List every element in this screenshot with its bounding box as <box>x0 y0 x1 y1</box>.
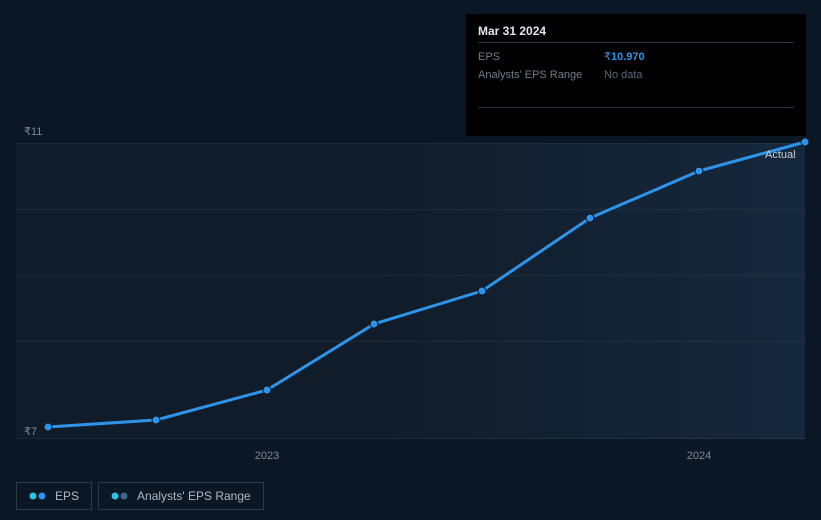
legend-label: EPS <box>55 489 79 503</box>
tooltip-value-eps: ₹10.970 <box>604 49 645 65</box>
legend-swatch-icon <box>111 492 129 500</box>
tooltip-eps-number: 10.970 <box>611 51 645 63</box>
legend-label: Analysts' EPS Range <box>137 489 251 503</box>
chart-container: ₹11 ₹7 2023 2024 Actual Mar 31 2024 EPS … <box>0 0 821 520</box>
y-tick-label: ₹11 <box>24 125 42 138</box>
y-tick-label: ₹7 <box>24 425 37 438</box>
tooltip-value-nodata: No data <box>604 67 643 83</box>
x-tick-label: 2023 <box>255 450 279 462</box>
tooltip-key: EPS <box>478 49 596 65</box>
tooltip-card: Mar 31 2024 EPS ₹10.970 Analysts' EPS Ra… <box>466 14 806 136</box>
gridline <box>16 275 805 276</box>
legend-swatch-icon <box>29 492 47 500</box>
currency-symbol: ₹ <box>604 51 611 63</box>
x-tick-label: 2024 <box>687 450 711 462</box>
plot-area <box>16 143 805 439</box>
legend: EPS Analysts' EPS Range <box>16 482 264 510</box>
tooltip-date: Mar 31 2024 <box>478 24 794 38</box>
tooltip-rule <box>478 107 794 108</box>
gridline <box>16 209 805 210</box>
legend-item-eps[interactable]: EPS <box>16 482 92 510</box>
tooltip-row: Analysts' EPS Range No data <box>478 67 794 83</box>
tooltip-key: Analysts' EPS Range <box>478 67 596 83</box>
gridline <box>16 341 805 342</box>
legend-item-analysts-range[interactable]: Analysts' EPS Range <box>98 482 264 510</box>
tooltip-row: EPS ₹10.970 <box>478 49 794 65</box>
tooltip-rule <box>478 42 794 43</box>
series-label-actual: Actual <box>765 149 796 161</box>
